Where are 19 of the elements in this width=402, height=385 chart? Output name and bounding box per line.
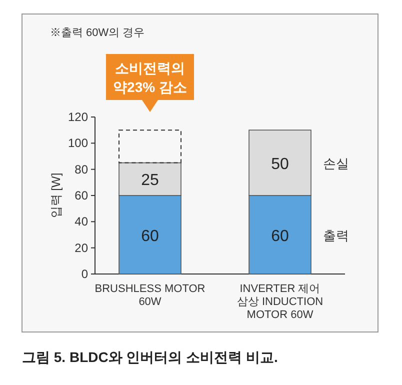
- caption: 그림 5. BLDC와 인버터의 소비전력 비교.: [22, 349, 278, 365]
- y-tick-label: 0: [81, 267, 88, 281]
- y-axis-title: 입력 [W]: [49, 172, 63, 218]
- y-tick-label: 120: [68, 110, 88, 124]
- x-tick-label: BRUSHLESS MOTOR 60W: [94, 283, 206, 308]
- data-label: 60: [271, 228, 289, 245]
- data-label: 50: [271, 156, 289, 173]
- y-tick-label: 60: [74, 188, 88, 202]
- series-label: 출력: [323, 228, 349, 243]
- text: 소비전력의 약23% 감소: [113, 60, 187, 95]
- text: ※출력 60W의 경우: [50, 27, 145, 39]
- data-label: 60: [141, 228, 159, 245]
- x-tick-label: INVERTER 제어 삼상 INDUCTION MOTOR 60W: [236, 283, 324, 321]
- series-label: 손실: [323, 156, 349, 171]
- y-tick-label: 80: [74, 162, 88, 176]
- data-label: 25: [141, 172, 159, 190]
- y-tick-label: 40: [74, 214, 88, 229]
- y-tick-label: 100: [68, 136, 88, 150]
- y-tick-label: 20: [74, 240, 88, 255]
